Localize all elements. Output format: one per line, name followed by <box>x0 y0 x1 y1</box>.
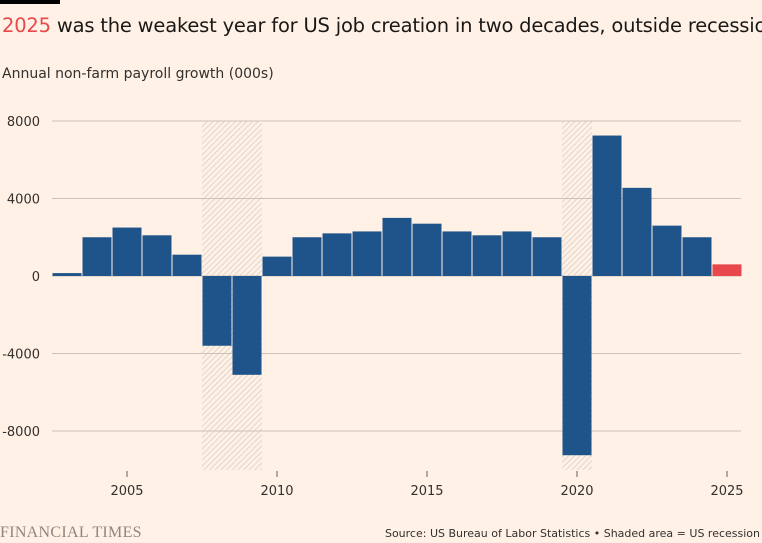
x-tick-label: 2015 <box>410 484 443 499</box>
y-tick-label: -8000 <box>2 425 40 440</box>
ft-logo: FINANCIAL TIMES <box>0 524 142 541</box>
bar-2005 <box>112 227 142 276</box>
bar-2014 <box>382 217 412 276</box>
bar-2017 <box>472 235 502 276</box>
brand-bar <box>0 0 60 4</box>
bar-2024 <box>682 237 712 276</box>
bar-2006 <box>142 235 172 276</box>
title-highlight: 2025 <box>2 14 51 37</box>
bar-2016 <box>442 231 472 276</box>
bar-2010 <box>262 256 292 276</box>
bar-2015 <box>412 223 442 276</box>
x-tick-label: 2005 <box>110 484 143 499</box>
chart-subtitle: Annual non-farm payroll growth (000s) <box>2 66 274 82</box>
bar-2019 <box>532 237 562 276</box>
title-text: was the weakest year for US job creation… <box>50 14 762 37</box>
y-tick-label: 0 <box>32 270 40 285</box>
bar-2018 <box>502 231 532 276</box>
bar-2013 <box>352 231 382 276</box>
bar-2003 <box>52 273 82 276</box>
source-note: Source: US Bureau of Labor Statistics • … <box>384 527 760 540</box>
y-tick-label: -4000 <box>2 348 40 363</box>
x-tick-label: 2020 <box>560 484 593 499</box>
bar-2021 <box>592 135 622 276</box>
bar-2009 <box>232 276 262 375</box>
bar-2012 <box>322 233 352 276</box>
bar-2011 <box>292 237 322 276</box>
bar-2007 <box>172 254 202 276</box>
bar-2020 <box>562 276 592 456</box>
bar-2022 <box>622 187 652 276</box>
y-tick-label: 4000 <box>7 193 40 208</box>
bar-2025 <box>712 264 742 276</box>
chart-title: 2025 was the weakest year for US job cre… <box>2 14 762 37</box>
bar-2023 <box>652 225 682 276</box>
x-tick-label: 2010 <box>260 484 293 499</box>
y-tick-label: 8000 <box>7 115 40 130</box>
bar-2008 <box>202 276 232 346</box>
bar-2004 <box>82 237 112 276</box>
x-tick-label: 2025 <box>710 484 743 499</box>
